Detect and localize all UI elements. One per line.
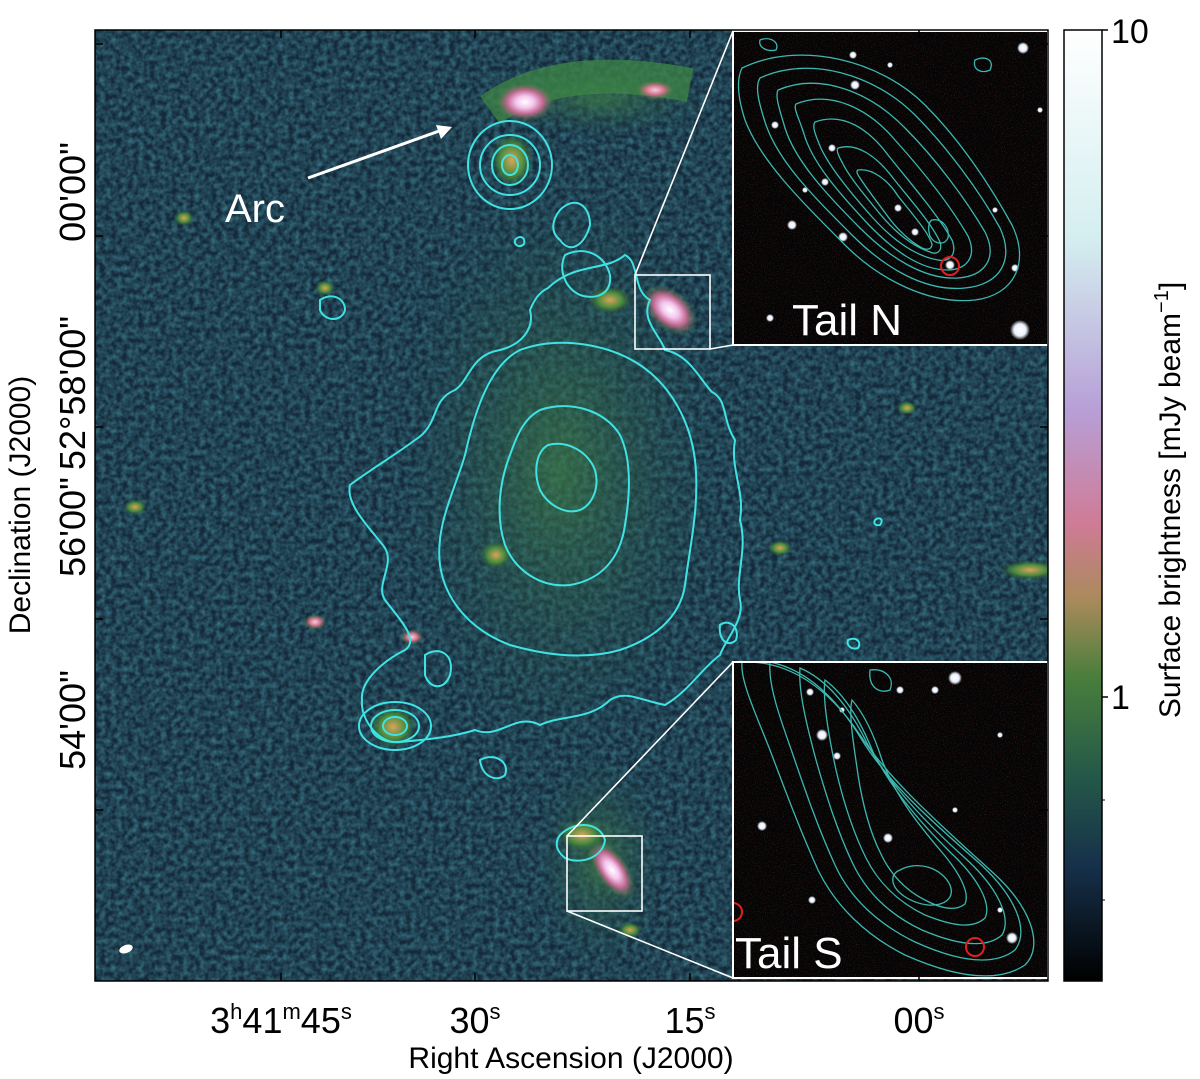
colorbar-tick-top: 10 — [1111, 13, 1149, 51]
y-tick-label: 56'00" — [52, 477, 93, 577]
colorbar-tick-mid: 1 — [1111, 679, 1130, 717]
y-tick-label: 52°58'00" — [52, 316, 93, 470]
y-tick-labels: 00'00" 52°58'00" 56'00" 54'00" — [52, 142, 93, 770]
radio-contours — [319, 120, 883, 862]
arc-label: Arc — [225, 187, 285, 231]
tail-n-label: Tail N — [792, 296, 902, 345]
colorbar: 10 1 Surface brightness [mJy beam−1] — [1063, 13, 1187, 982]
colorbar-label: Surface brightness [mJy beam−1] — [1151, 282, 1187, 718]
beam-ellipse — [119, 944, 133, 954]
tail-s-zoom-box — [566, 835, 643, 912]
host-galaxy-marker-n — [940, 256, 960, 276]
x-tick-label: 3h41m45s — [210, 999, 352, 1041]
host-galaxy-marker-s — [965, 937, 985, 957]
axes-frame — [94, 29, 1049, 982]
zoom-indicators — [566, 30, 734, 979]
x-axis-label: Right Ascension (J2000) — [408, 1042, 733, 1075]
tail-s-label: Tail S — [735, 929, 843, 978]
x-tick-label: 15s — [664, 999, 715, 1041]
x-tick-label: 00s — [893, 999, 944, 1041]
y-tick-label: 54'00" — [52, 670, 93, 770]
inset-tail-n: Tail N — [732, 30, 1049, 346]
inset-tail-s: Tail S — [732, 661, 1049, 979]
y-axis-label: Declination (J2000) — [4, 376, 37, 634]
tail-n-zoom-box — [634, 274, 711, 350]
x-tick-label: 30s — [449, 999, 500, 1041]
arc-arrow — [307, 125, 452, 180]
x-tick-labels: 3h41m45s 30s 15s 00s — [210, 999, 944, 1041]
y-tick-label: 00'00" — [52, 142, 93, 242]
